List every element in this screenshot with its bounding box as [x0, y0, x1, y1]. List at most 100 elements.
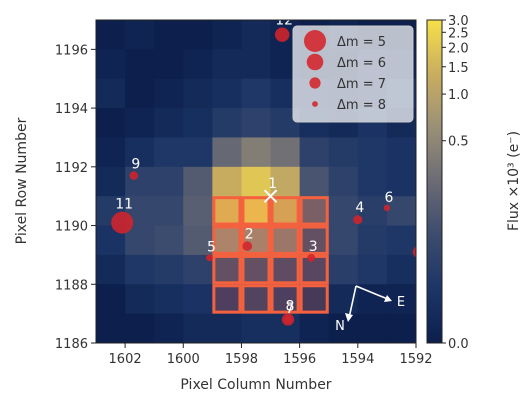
star-marker	[281, 313, 295, 326]
compass-north-label: N	[335, 319, 345, 334]
heatmap-pixel	[154, 196, 184, 227]
heatmap-pixel	[183, 225, 213, 256]
heatmap-pixel	[212, 284, 243, 315]
aperture-mask	[212, 196, 329, 314]
legend-label: Δm = 7	[337, 77, 386, 92]
y-axis: 1196 1194 1192 1190 1188 1186	[55, 43, 96, 352]
heatmap-pixel	[386, 137, 416, 168]
aperture-pixel-outline	[299, 284, 329, 314]
legend-marker	[306, 53, 324, 71]
heatmap-pixel	[241, 49, 272, 80]
heatmap-pixel	[125, 166, 155, 197]
aperture-pixel-fill	[270, 254, 300, 285]
heatmap-pixel	[299, 137, 330, 168]
star-marker	[111, 211, 134, 234]
heatmap-pixel	[299, 166, 330, 197]
aperture-pixel-outline	[241, 225, 271, 255]
aperture-pixel-outline	[270, 196, 300, 226]
colorbar-tick-label: 2.5	[448, 26, 469, 41]
heatmap-pixel	[125, 225, 155, 256]
star-label: 5	[207, 239, 216, 255]
heatmap-pixel	[154, 254, 184, 285]
heatmap-pixel	[183, 108, 213, 139]
aperture-pixel-outline	[270, 225, 300, 255]
heatmap-pixel	[357, 137, 388, 168]
heatmap-pixel	[96, 137, 126, 168]
heatmap-pixel	[154, 166, 184, 197]
star-marker	[206, 254, 213, 262]
star-label: 3	[309, 239, 318, 255]
star-label: 4	[355, 200, 364, 216]
x-tick-label: 1592	[399, 352, 432, 367]
star-label: 1	[416, 231, 425, 247]
heatmap-pixel	[212, 78, 243, 109]
y-tick-label: 1196	[55, 43, 88, 58]
compass-east-head	[384, 295, 392, 302]
heatmap-pixel	[270, 137, 301, 168]
heatmap-pixel	[96, 78, 126, 109]
plot-frame	[95, 19, 417, 344]
star-marker	[242, 241, 253, 251]
heatmap-pixel	[183, 313, 213, 343]
heatmap-pixel	[212, 196, 243, 227]
star-label: 8	[286, 298, 295, 314]
x-tick-label: 1602	[109, 352, 142, 367]
colorbar-tick-label: 0.0	[448, 337, 469, 352]
aperture-pixel-outline	[299, 196, 329, 226]
star-marker	[129, 171, 139, 180]
star-marker	[274, 27, 290, 42]
heatmap-pixel	[357, 196, 388, 227]
aperture-pixel-fill	[299, 196, 329, 226]
aperture-pixel-fill	[212, 284, 242, 314]
star-marker	[353, 215, 363, 225]
star-label: 6	[384, 190, 393, 206]
heatmap-pixel	[386, 225, 416, 256]
star-label: 7	[286, 301, 295, 317]
heatmap-pixel	[125, 284, 155, 315]
gaia-stars	[111, 27, 416, 326]
heatmap-pixel	[212, 49, 243, 80]
heatmap-pixel	[125, 49, 155, 80]
heatmap-pixel	[212, 108, 243, 139]
compass: EN	[335, 285, 405, 334]
legend-label: Δm = 8	[337, 98, 386, 113]
legend: Δm = 5 Δm = 6 Δm = 7 Δm = 8	[292, 25, 414, 123]
star-label: 11	[115, 197, 133, 213]
y-tick-label: 1188	[55, 278, 88, 293]
heatmap-pixel	[183, 78, 213, 109]
colorbar: 3.02.52.0 1.5 1.0 0.5 0.0	[426, 14, 469, 352]
x-tick-label: 1594	[341, 352, 374, 367]
aperture-pixel-outline	[241, 284, 271, 314]
colorbar-tick-label: 3.0	[448, 14, 469, 29]
heatmap-pixel	[125, 254, 155, 285]
heatmap-pixel	[328, 313, 359, 343]
heatmap-pixel	[241, 108, 272, 139]
heatmap-pixel	[357, 166, 388, 197]
heatmap-pixel	[212, 225, 243, 256]
y-tick-label: 1186	[55, 337, 88, 352]
heatmap-pixel	[328, 284, 359, 315]
star-label: 2	[245, 226, 254, 242]
legend-marker	[304, 30, 326, 52]
heatmap-pixel	[96, 284, 126, 315]
heatmap-pixel	[154, 284, 184, 315]
target-marker: 1	[263, 176, 278, 203]
heatmap-pixel	[183, 196, 213, 227]
heatmap-pixel	[241, 284, 272, 315]
compass-north-arrow	[348, 285, 357, 319]
compass-north-head	[345, 313, 353, 322]
heatmap-pixel	[183, 137, 213, 168]
legend-label: Δm = 6	[337, 56, 386, 71]
aperture-pixel-fill	[212, 254, 242, 285]
heatmap-pixel	[357, 254, 388, 285]
colorbar-tick-label: 2.0	[448, 41, 469, 56]
aperture-pixel-outline	[212, 196, 242, 226]
heatmap-pixel	[328, 196, 359, 227]
heatmap-pixel	[270, 284, 301, 315]
heatmap-pixel	[183, 49, 213, 80]
heatmap-pixel	[241, 313, 272, 343]
colorbar-tick-label: 1.0	[448, 88, 469, 103]
target-cross-b	[263, 189, 278, 203]
heatmap-pixel	[241, 254, 272, 285]
